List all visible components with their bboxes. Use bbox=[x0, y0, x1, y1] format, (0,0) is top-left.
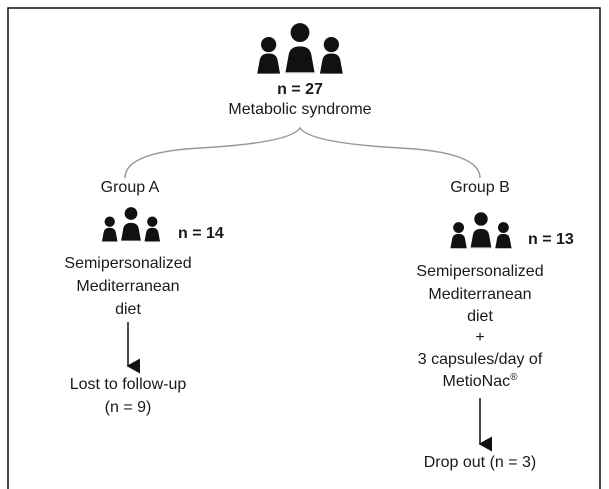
intervention-line: diet bbox=[115, 301, 141, 318]
root-count: n = 27 bbox=[277, 81, 323, 98]
intervention-line: Semipersonalized bbox=[64, 255, 191, 272]
product-name: MetioNac bbox=[443, 373, 511, 390]
group-name: Group B bbox=[450, 179, 510, 196]
group-count: n = 14 bbox=[178, 225, 224, 242]
intervention-line: Mediterranean bbox=[76, 278, 179, 295]
intervention-line: Mediterranean bbox=[428, 286, 531, 303]
root-label: Metabolic syndrome bbox=[228, 101, 371, 118]
product-line: MetioNac® bbox=[443, 372, 519, 390]
outcome-line: Lost to follow-up bbox=[70, 376, 187, 393]
group-name: Group A bbox=[101, 179, 160, 196]
people-icon bbox=[450, 211, 511, 248]
people-icon bbox=[102, 206, 160, 241]
intervention-line: 3 capsules/day of bbox=[418, 351, 543, 368]
split-brace bbox=[124, 126, 481, 179]
product-mark: ® bbox=[510, 372, 518, 383]
outcome-line: (n = 9) bbox=[105, 399, 152, 416]
intervention-line: Semipersonalized bbox=[416, 263, 543, 280]
frame bbox=[7, 7, 601, 489]
intervention-line: + bbox=[475, 329, 484, 346]
outcome-line: Drop out (n = 3) bbox=[424, 454, 537, 471]
intervention-line: diet bbox=[467, 308, 493, 325]
group-count: n = 13 bbox=[528, 231, 574, 248]
people-icon bbox=[257, 22, 343, 74]
